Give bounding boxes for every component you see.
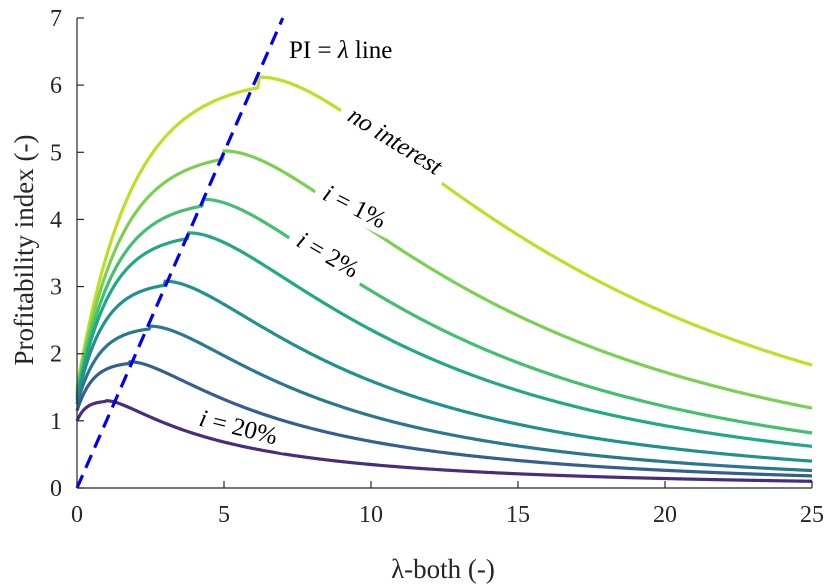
annotation-i20-rest: = 20% bbox=[203, 407, 280, 451]
y-tick-label: 7 bbox=[50, 6, 62, 32]
x-tick-label: 20 bbox=[653, 502, 677, 528]
annotation-pi-line-prefix: PI = bbox=[289, 37, 338, 64]
series-line-7 bbox=[75, 360, 813, 478]
annotation-no-interest: no interest bbox=[335, 96, 456, 186]
y-tick-label: 1 bbox=[50, 409, 62, 435]
annotation-i2: i = 2% bbox=[284, 221, 372, 288]
x-tick-label: 15 bbox=[506, 502, 530, 528]
pi-lambda-reference-line-group bbox=[75, 17, 285, 489]
x-axis-label: λ-both (-) bbox=[391, 554, 495, 584]
series-line-5 bbox=[75, 279, 813, 463]
y-tick-label: 3 bbox=[50, 275, 62, 301]
series-line-3 bbox=[75, 197, 813, 435]
series-line-4 bbox=[75, 231, 813, 448]
pi-lambda-reference-line bbox=[75, 17, 285, 489]
svg-text:i = 1%: i = 1% bbox=[319, 180, 391, 234]
annotation-i2-halo bbox=[284, 221, 372, 288]
annotation-pi-line-lambda: λ bbox=[337, 37, 349, 64]
x-tick-label: 10 bbox=[359, 502, 383, 528]
annotation-no-interest-halo bbox=[335, 96, 456, 186]
annotation-i20-halo bbox=[186, 401, 291, 453]
annotation-no-interest-text: no interest bbox=[343, 102, 448, 181]
y-tick-label: 4 bbox=[50, 207, 62, 233]
svg-text:PI = λ line: PI = λ line bbox=[289, 37, 392, 64]
y-tick-label: 5 bbox=[50, 140, 62, 166]
annotation-i1-rest: = 1% bbox=[325, 183, 391, 234]
annotation-i1-halo bbox=[310, 175, 399, 239]
y-tick-label: 6 bbox=[50, 73, 62, 99]
series-line-1 bbox=[75, 75, 813, 388]
svg-text:i = 2%: i = 2% bbox=[292, 227, 363, 284]
y-tick-label: 2 bbox=[50, 342, 62, 368]
annotation-pi-line: PI = λ line bbox=[289, 37, 392, 64]
series-line-8 bbox=[75, 399, 813, 483]
annotation-i1: i = 1% bbox=[310, 175, 399, 239]
annotation-pi-line-suffix: line bbox=[349, 37, 393, 64]
annotation-i2-rest: = 2% bbox=[298, 230, 363, 283]
x-tick-label: 5 bbox=[218, 502, 230, 528]
y-axis-label: Profitability index (-) bbox=[9, 135, 39, 366]
y-tick-label: 0 bbox=[50, 476, 62, 502]
series-line-6 bbox=[75, 324, 813, 473]
curves-group bbox=[75, 75, 813, 483]
series-line-2 bbox=[75, 149, 813, 410]
x-tick-label: 25 bbox=[800, 502, 824, 528]
svg-text:i = 20%: i = 20% bbox=[197, 405, 281, 450]
x-tick-label: 0 bbox=[71, 502, 83, 528]
axes-group: 0 5 10 15 20 25 0 1 2 3 4 5 6 7 bbox=[50, 6, 824, 528]
